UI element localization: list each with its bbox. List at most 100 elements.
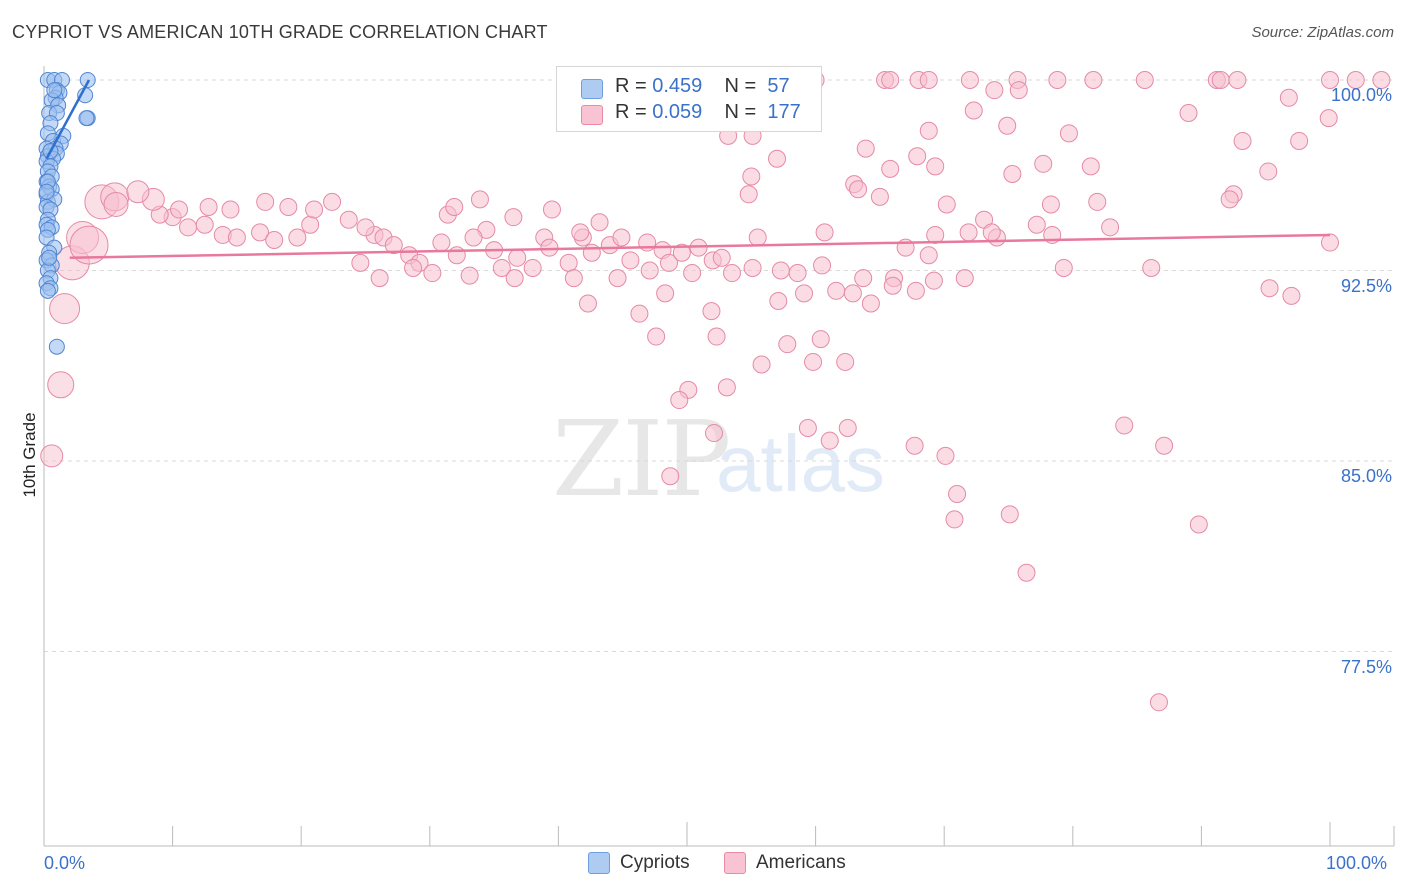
americans-r-value: 0.059 (652, 101, 703, 123)
american-point (1088, 192, 1107, 211)
n-label: N = (724, 75, 757, 97)
american-point (630, 304, 649, 323)
american-point (811, 330, 830, 349)
y-tick-label: 92.5% (1340, 275, 1392, 296)
american-point (945, 510, 964, 529)
american-point (778, 335, 797, 354)
american-point (370, 269, 389, 288)
american-point (504, 208, 523, 227)
cypriot-point (48, 338, 65, 355)
american-point (883, 276, 902, 295)
american-point (582, 243, 601, 262)
american-point (301, 215, 320, 234)
american-point (251, 223, 270, 242)
american-point (1149, 693, 1168, 712)
cypriot-point (41, 249, 58, 266)
x-tick-label-max: 100.0% (1326, 853, 1388, 873)
american-point (1228, 71, 1247, 89)
american-point (1115, 416, 1134, 435)
american-point (908, 147, 927, 166)
legend-text-americans: R = 0.059 N = 177 (615, 101, 801, 124)
american-point-large (47, 371, 75, 399)
american-point (798, 418, 817, 437)
american-point (578, 294, 597, 313)
american-point (447, 246, 466, 265)
american-point (564, 269, 583, 288)
american-point (815, 223, 834, 242)
american-point (752, 355, 771, 374)
american-point (640, 261, 659, 280)
american-point (1003, 164, 1022, 183)
american-point (1054, 258, 1073, 277)
y-tick-label: 77.5% (1340, 656, 1392, 677)
legend-text-cypriots: R = 0.459 N = 57 (615, 75, 790, 98)
american-point (470, 190, 489, 209)
american-point (1346, 71, 1365, 89)
american-point (323, 192, 342, 211)
american-point (926, 225, 945, 244)
american-point (656, 284, 675, 303)
american-point (870, 187, 889, 206)
american-point (1081, 157, 1100, 176)
american-point (523, 258, 542, 277)
american-point (1211, 71, 1230, 89)
n-label: N = (724, 101, 757, 123)
american-point (612, 228, 631, 247)
american-point-large (103, 191, 129, 217)
american-point (705, 424, 724, 443)
american-point (861, 294, 880, 313)
american-point (788, 264, 807, 283)
cypriots-trend-line (45, 79, 91, 160)
american-point (836, 352, 855, 371)
american-point (1142, 258, 1161, 277)
american-point (768, 149, 787, 168)
american-point (432, 233, 451, 252)
american-point (1220, 190, 1239, 209)
americans-points (40, 71, 1391, 712)
american-point (1321, 233, 1339, 252)
y-tick-label: 100.0% (1330, 85, 1392, 105)
american-point (670, 391, 689, 410)
correlation-legend: R = 0.459 N = 57 R = 0.059 N = 177 (556, 66, 822, 132)
american-point (960, 71, 979, 89)
watermark-zip: ZIP (552, 398, 731, 520)
gridlines (44, 79, 1394, 652)
american-point (672, 243, 691, 262)
american-point (924, 271, 943, 290)
americans-legend-swatch (724, 852, 746, 874)
american-point (849, 180, 868, 199)
american-point (707, 327, 726, 346)
american-point (1319, 109, 1338, 128)
american-point (906, 281, 925, 300)
x-tick-label-min: 0.0% (44, 853, 86, 873)
american-point (492, 258, 511, 277)
american-point (1027, 215, 1046, 234)
cypriots-legend-label: Cypriots (620, 852, 690, 873)
american-point (404, 258, 423, 277)
american-point (384, 236, 403, 255)
american-point (1041, 195, 1060, 214)
american-point-large (126, 180, 150, 204)
american-point (1101, 218, 1120, 237)
american-point (288, 228, 307, 247)
american-point (804, 352, 823, 371)
chart-title: CYPRIOT VS AMERICAN 10TH GRADE CORRELATI… (12, 22, 548, 42)
american-point (179, 218, 198, 237)
cypriots-r-value: 0.459 (652, 75, 703, 97)
cypriot-point (39, 282, 56, 299)
american-point (955, 269, 974, 288)
american-point (199, 198, 218, 216)
watermark-atlas: atlas (716, 419, 885, 508)
american-point (936, 446, 955, 465)
american-point (195, 215, 214, 234)
american-point (1048, 71, 1067, 89)
axes (43, 66, 1395, 847)
american-point (1135, 71, 1154, 89)
american-point (919, 121, 938, 140)
american-point-large (40, 444, 64, 468)
american-point (659, 253, 678, 272)
american-point (702, 302, 721, 321)
american-point (959, 223, 978, 242)
cypriot-point (78, 110, 95, 127)
